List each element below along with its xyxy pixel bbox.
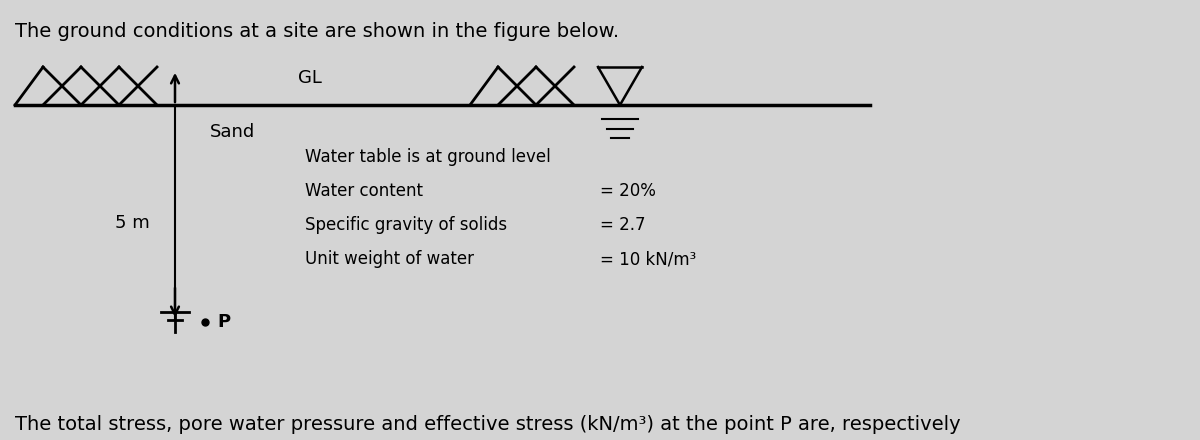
Text: The total stress, pore water pressure and effective stress (kN/m³) at the point : The total stress, pore water pressure an… [14,415,961,434]
Text: 5 m: 5 m [115,213,150,231]
Text: Water content: Water content [305,182,424,200]
Text: GL: GL [298,69,322,87]
Text: The ground conditions at a site are shown in the figure below.: The ground conditions at a site are show… [14,22,619,41]
Text: Water table is at ground level: Water table is at ground level [305,148,551,166]
Text: = 10 kN/m³: = 10 kN/m³ [600,250,696,268]
Text: = 20%: = 20% [600,182,656,200]
Text: Unit weight of water: Unit weight of water [305,250,474,268]
Text: = 2.7: = 2.7 [600,216,646,234]
Text: Sand: Sand [210,123,256,141]
Text: Specific gravity of solids: Specific gravity of solids [305,216,508,234]
Text: P: P [217,313,230,331]
